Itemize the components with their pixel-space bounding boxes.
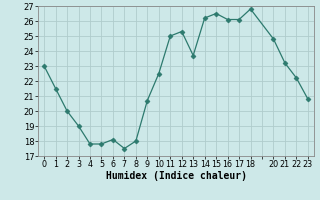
X-axis label: Humidex (Indice chaleur): Humidex (Indice chaleur) — [106, 171, 246, 181]
